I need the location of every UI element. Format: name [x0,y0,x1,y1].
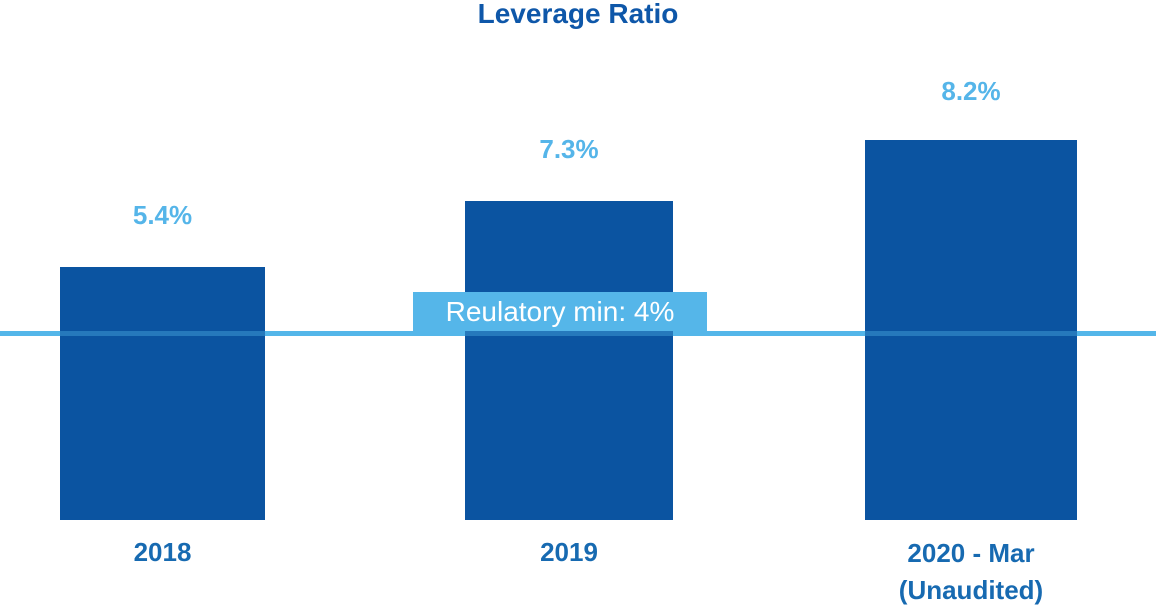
category-label-2020-line2: (Unaudited) [898,575,1044,605]
category-label-2020-mar: 2020 - Mar (Unaudited) [845,535,1097,606]
value-label-2020-mar: 8.2% [941,76,1001,106]
bar-2018 [60,267,265,520]
regulatory-min-label: Reulatory min: 4% [413,292,707,331]
value-label-2018: 5.4% [132,200,193,230]
category-label-2019: 2019 [540,537,598,567]
category-label-2018: 2018 [133,537,192,567]
regulatory-min-line-overlay [0,331,1156,336]
bar-2020-mar [865,140,1077,520]
bar-2019 [465,201,673,520]
chart-title: Leverage Ratio [477,0,679,29]
category-label-2020-line1: 2020 - Mar [907,538,1035,568]
value-label-2019: 7.3% [539,134,599,164]
